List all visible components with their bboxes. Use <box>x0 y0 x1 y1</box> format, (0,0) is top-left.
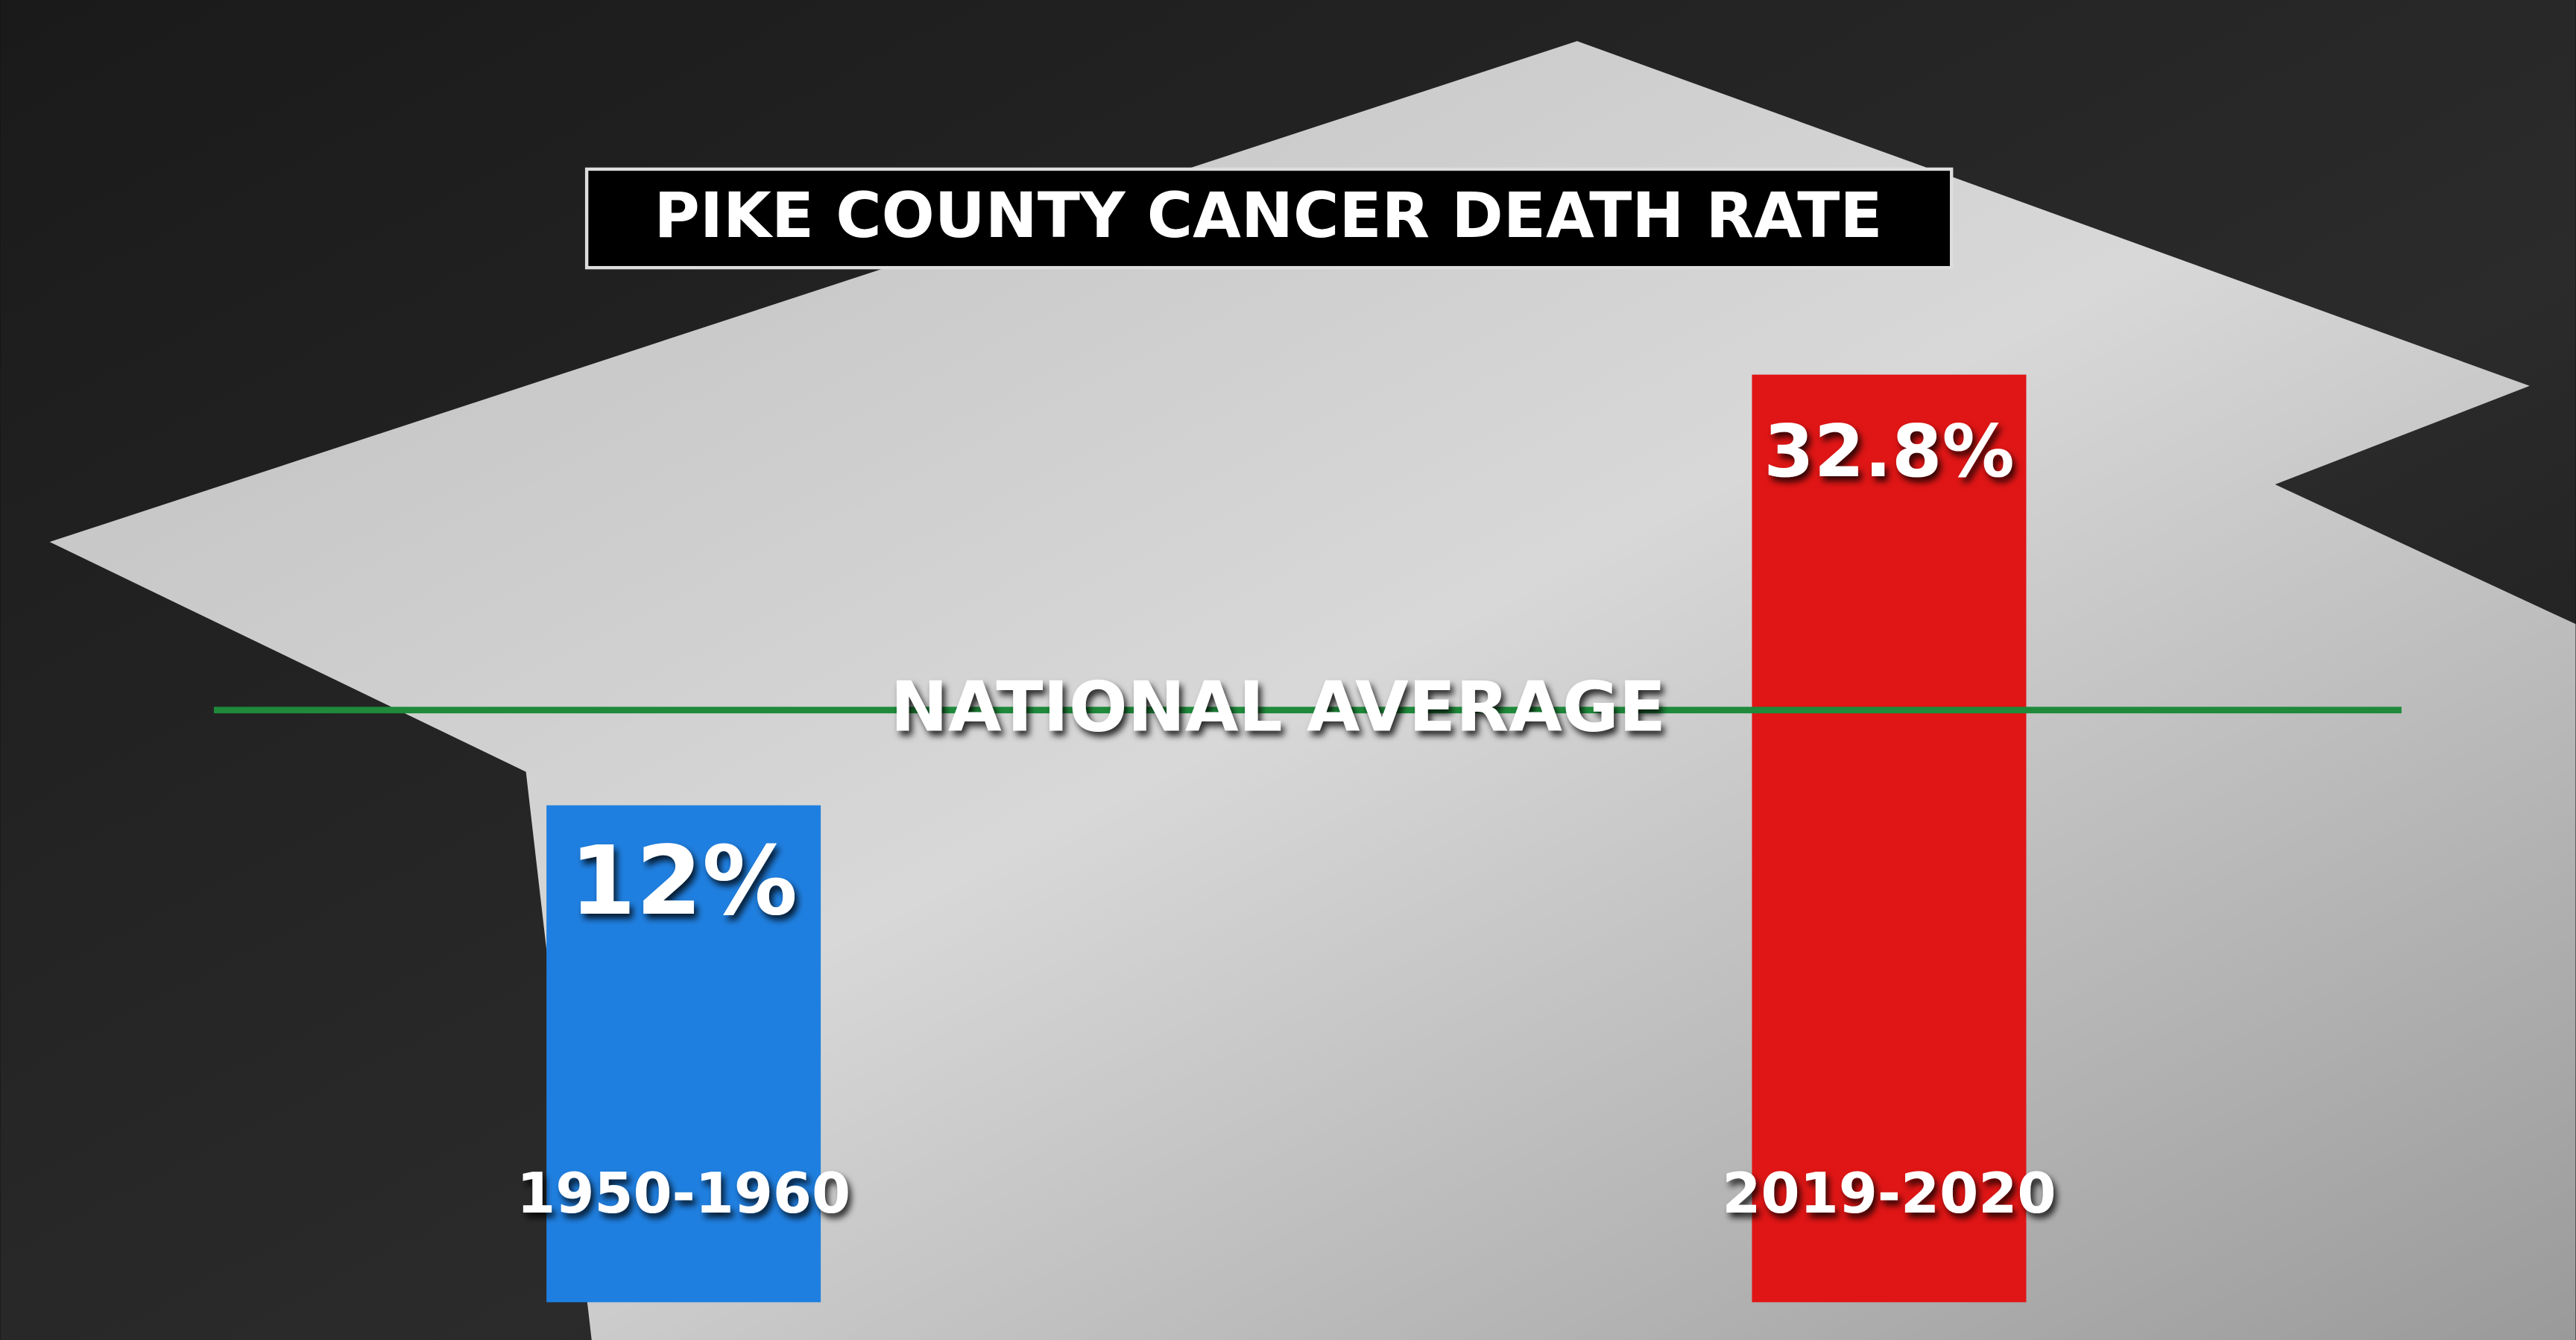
bar <box>1752 374 2027 1303</box>
value-label: 32.8% <box>1764 409 2014 493</box>
title-box <box>584 167 1954 270</box>
value-label: 12% <box>569 826 798 937</box>
x-tick-label: 1950-1960 <box>517 1160 850 1226</box>
reference-label: NATIONAL AVERAGE <box>891 666 1666 747</box>
plot-area: 12% 1950-1960 32.8% 2019-2020 NATIONAL AVERA… <box>213 374 2402 1303</box>
chart-title: PIKE COUNTY CANCER DEATH RATE <box>654 179 1882 252</box>
bar <box>546 805 821 1303</box>
x-tick-label: 2019-2020 <box>1722 1160 2056 1226</box>
